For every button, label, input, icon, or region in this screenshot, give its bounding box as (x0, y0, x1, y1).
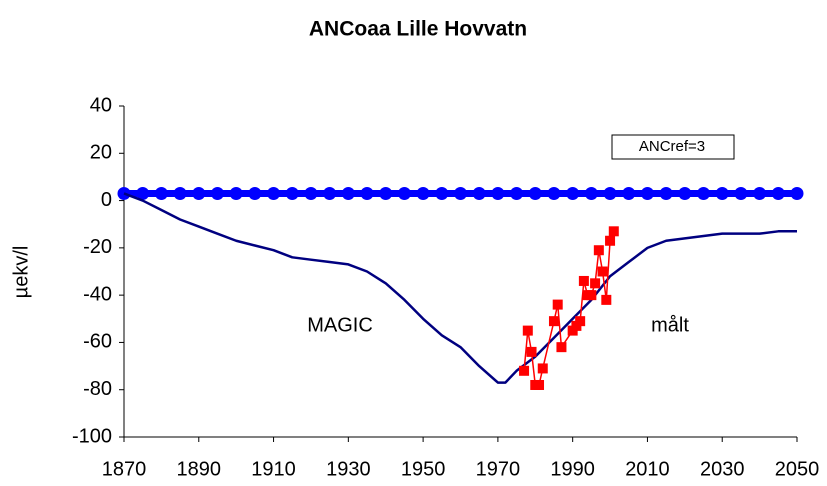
marker (584, 186, 598, 200)
y-tick-label: -80 (83, 378, 112, 400)
x-tick-label: 1990 (550, 458, 595, 480)
label-box (611, 134, 735, 160)
marker (416, 186, 430, 200)
x-tick-label: 1890 (177, 458, 222, 480)
chart-title: ANCoaa Lille Hovvatn (309, 18, 527, 41)
marker (537, 363, 548, 374)
x-tick-label: 2050 (775, 458, 820, 480)
marker (790, 186, 804, 200)
marker (556, 342, 567, 353)
marker (534, 379, 545, 390)
x-tick-label: 1950 (401, 458, 446, 480)
marker (659, 186, 673, 200)
marker (267, 186, 281, 200)
marker (510, 186, 524, 200)
y-tick-label: -100 (72, 425, 112, 447)
marker (136, 186, 150, 200)
marker (640, 186, 654, 200)
marker (734, 186, 748, 200)
marker (771, 186, 785, 200)
y-tick-label: -20 (83, 236, 112, 258)
marker (491, 186, 505, 200)
marker (575, 316, 586, 327)
marker (454, 186, 467, 200)
series-label: MAGIC (307, 314, 373, 336)
y-tick-label: 0 (101, 189, 112, 211)
marker (548, 316, 559, 327)
marker (603, 186, 617, 200)
marker (597, 266, 608, 277)
marker (586, 290, 597, 301)
series-label: ANCref=3 (639, 138, 705, 155)
marker (590, 278, 601, 289)
marker (605, 235, 616, 246)
x-tick-label: 1870 (102, 458, 147, 480)
marker (522, 325, 533, 336)
marker (304, 186, 318, 200)
series-line (123, 192, 797, 384)
marker (578, 275, 589, 286)
marker (528, 186, 542, 200)
marker (173, 186, 187, 200)
y-tick-label: 20 (90, 142, 112, 164)
marker (323, 186, 337, 200)
x-tick-label: 1930 (326, 458, 371, 480)
marker (601, 294, 612, 305)
marker (519, 365, 530, 376)
marker (360, 186, 374, 200)
marker (154, 186, 168, 200)
y-tick-label: -60 (83, 331, 112, 353)
marker (435, 186, 449, 200)
marker (472, 186, 486, 200)
y-tick-label: -40 (83, 283, 112, 305)
x-tick-label: 1970 (476, 458, 521, 480)
y-tick-label: 40 (90, 94, 112, 116)
marker (697, 186, 711, 200)
marker (566, 186, 580, 200)
marker (547, 186, 561, 200)
y-axis-label: µekv/l (10, 246, 32, 299)
marker (678, 186, 692, 200)
marker (622, 186, 636, 200)
marker (248, 186, 262, 200)
marker (192, 186, 206, 200)
marker (608, 226, 619, 237)
marker (210, 186, 224, 200)
x-tick-label: 2030 (700, 458, 745, 480)
marker (593, 245, 604, 256)
marker (715, 186, 729, 200)
marker (379, 186, 393, 200)
x-tick-label: 1910 (251, 458, 296, 480)
marker (526, 346, 537, 357)
marker (341, 186, 355, 200)
marker (397, 186, 411, 200)
x-tick-label: 2010 (625, 458, 670, 480)
marker (285, 186, 299, 200)
marker (552, 299, 563, 310)
marker (229, 186, 243, 200)
marker (753, 186, 767, 200)
series-label: målt (651, 314, 689, 336)
